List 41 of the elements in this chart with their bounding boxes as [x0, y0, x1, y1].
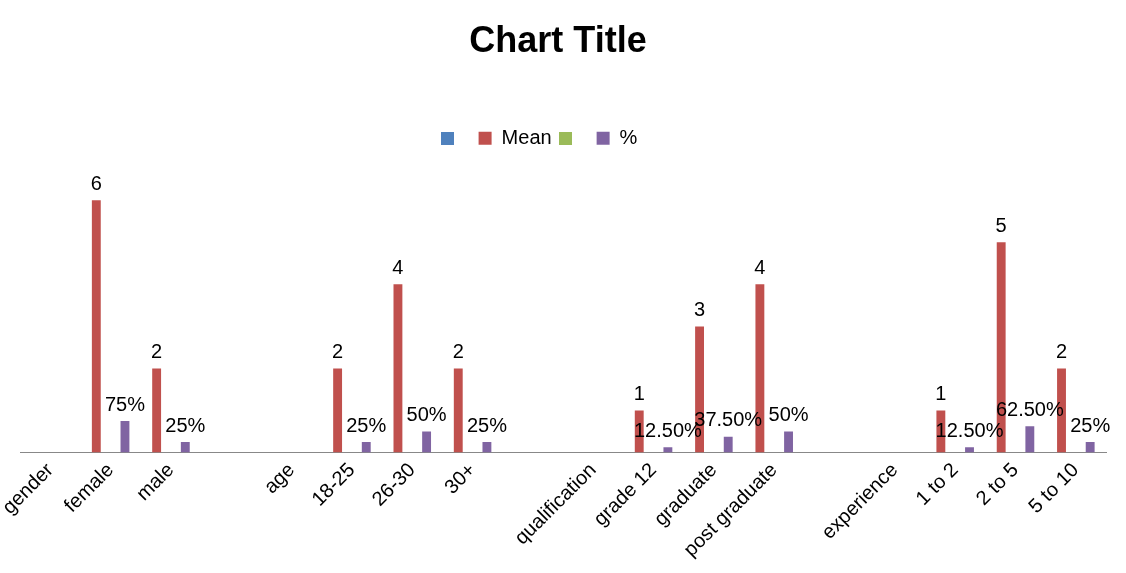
data-label: 2: [151, 339, 163, 362]
bar: [965, 447, 974, 453]
data-label: 1: [633, 382, 645, 405]
bar: [1085, 442, 1095, 453]
data-label: 25%: [346, 413, 387, 436]
x-tick-label: 5 to 10: [1023, 458, 1083, 518]
bar: [482, 442, 492, 453]
data-label: 6: [90, 171, 102, 194]
data-label: 5: [995, 213, 1007, 236]
bar: [422, 431, 432, 453]
bar: [393, 284, 403, 453]
bar: [180, 442, 190, 453]
data-label: 75%: [104, 392, 146, 415]
data-label: 1: [935, 382, 947, 405]
data-label: 2: [332, 339, 344, 362]
chart-title: Chart Title: [469, 18, 647, 60]
x-tick-label: 30+: [439, 458, 480, 498]
data-label: 4: [754, 255, 766, 278]
bar: [152, 368, 162, 453]
legend-label: Mean: [501, 125, 552, 148]
data-label: 50%: [768, 403, 809, 426]
x-tick-label: age: [259, 458, 299, 498]
bar: [453, 368, 463, 453]
data-label: 25%: [165, 413, 206, 436]
data-label: 3: [694, 297, 706, 320]
data-label: 50%: [406, 403, 447, 426]
bar: [361, 442, 371, 453]
bar: [333, 368, 343, 453]
bar: [91, 200, 101, 453]
x-tick-label: 2 to 5: [971, 458, 1023, 510]
data-label: 25%: [1070, 413, 1111, 436]
bar: [1025, 426, 1035, 453]
x-tick-label: 1 to 2: [910, 458, 962, 510]
legend-label: %: [619, 125, 638, 148]
bar: [723, 436, 733, 453]
data-label: 4: [392, 255, 404, 278]
data-label: 2: [1055, 339, 1068, 362]
bar: [784, 431, 793, 453]
bar: [663, 447, 673, 453]
data-label: 2: [452, 339, 464, 362]
data-label: 25%: [466, 413, 508, 436]
